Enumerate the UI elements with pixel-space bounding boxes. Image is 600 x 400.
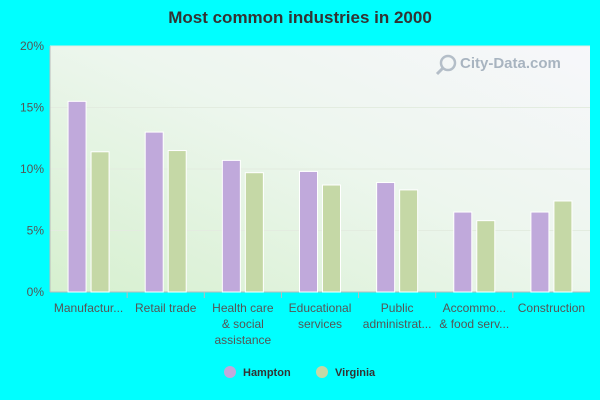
- x-tick-label: Educational services: [289, 301, 352, 331]
- x-tick-label: Manufactur...: [54, 301, 123, 315]
- bar-hampton[interactable]: [221, 159, 241, 293]
- bar-virginia[interactable]: [167, 150, 187, 293]
- y-tick-label: 5%: [27, 224, 45, 238]
- legend-swatch-hampton: [224, 366, 236, 378]
- bar-virginia[interactable]: [399, 189, 419, 293]
- y-tick-label: 10%: [20, 162, 44, 176]
- bar-hampton[interactable]: [67, 100, 87, 293]
- watermark-text: City-Data.com: [460, 55, 561, 72]
- y-tick-label: 0%: [27, 285, 45, 299]
- bar-virginia[interactable]: [322, 184, 341, 293]
- x-tick-label: Retail trade: [135, 301, 197, 315]
- bar-hampton[interactable]: [453, 211, 473, 293]
- bar-virginia[interactable]: [244, 172, 264, 293]
- bar-hampton[interactable]: [376, 182, 396, 293]
- bar-hampton[interactable]: [144, 131, 164, 293]
- legend-swatch-virginia: [316, 366, 328, 378]
- legend-label-hampton: Hampton: [243, 367, 291, 379]
- chart-title: Most common industries in 2000: [168, 8, 432, 27]
- y-tick-label: 20%: [20, 39, 44, 53]
- x-tick-label: Accommo... & food serv...: [439, 301, 509, 331]
- legend-label-virginia: Virginia: [335, 367, 376, 379]
- watermark-magnifier-icon: [439, 54, 457, 72]
- x-tick-label: Health care & social assistance: [212, 301, 274, 347]
- x-tick-label: Construction: [518, 301, 585, 315]
- watermark-magnifier-handle: [435, 66, 445, 76]
- bar-virginia[interactable]: [90, 151, 110, 293]
- bar-virginia[interactable]: [553, 200, 573, 293]
- bar-hampton[interactable]: [299, 170, 318, 293]
- watermark: City-Data.com: [435, 54, 561, 76]
- y-tick-label: 15%: [20, 101, 44, 115]
- bar-virginia[interactable]: [476, 220, 496, 293]
- bar-hampton[interactable]: [530, 211, 550, 293]
- x-tick-label: Public administrat...: [363, 301, 432, 331]
